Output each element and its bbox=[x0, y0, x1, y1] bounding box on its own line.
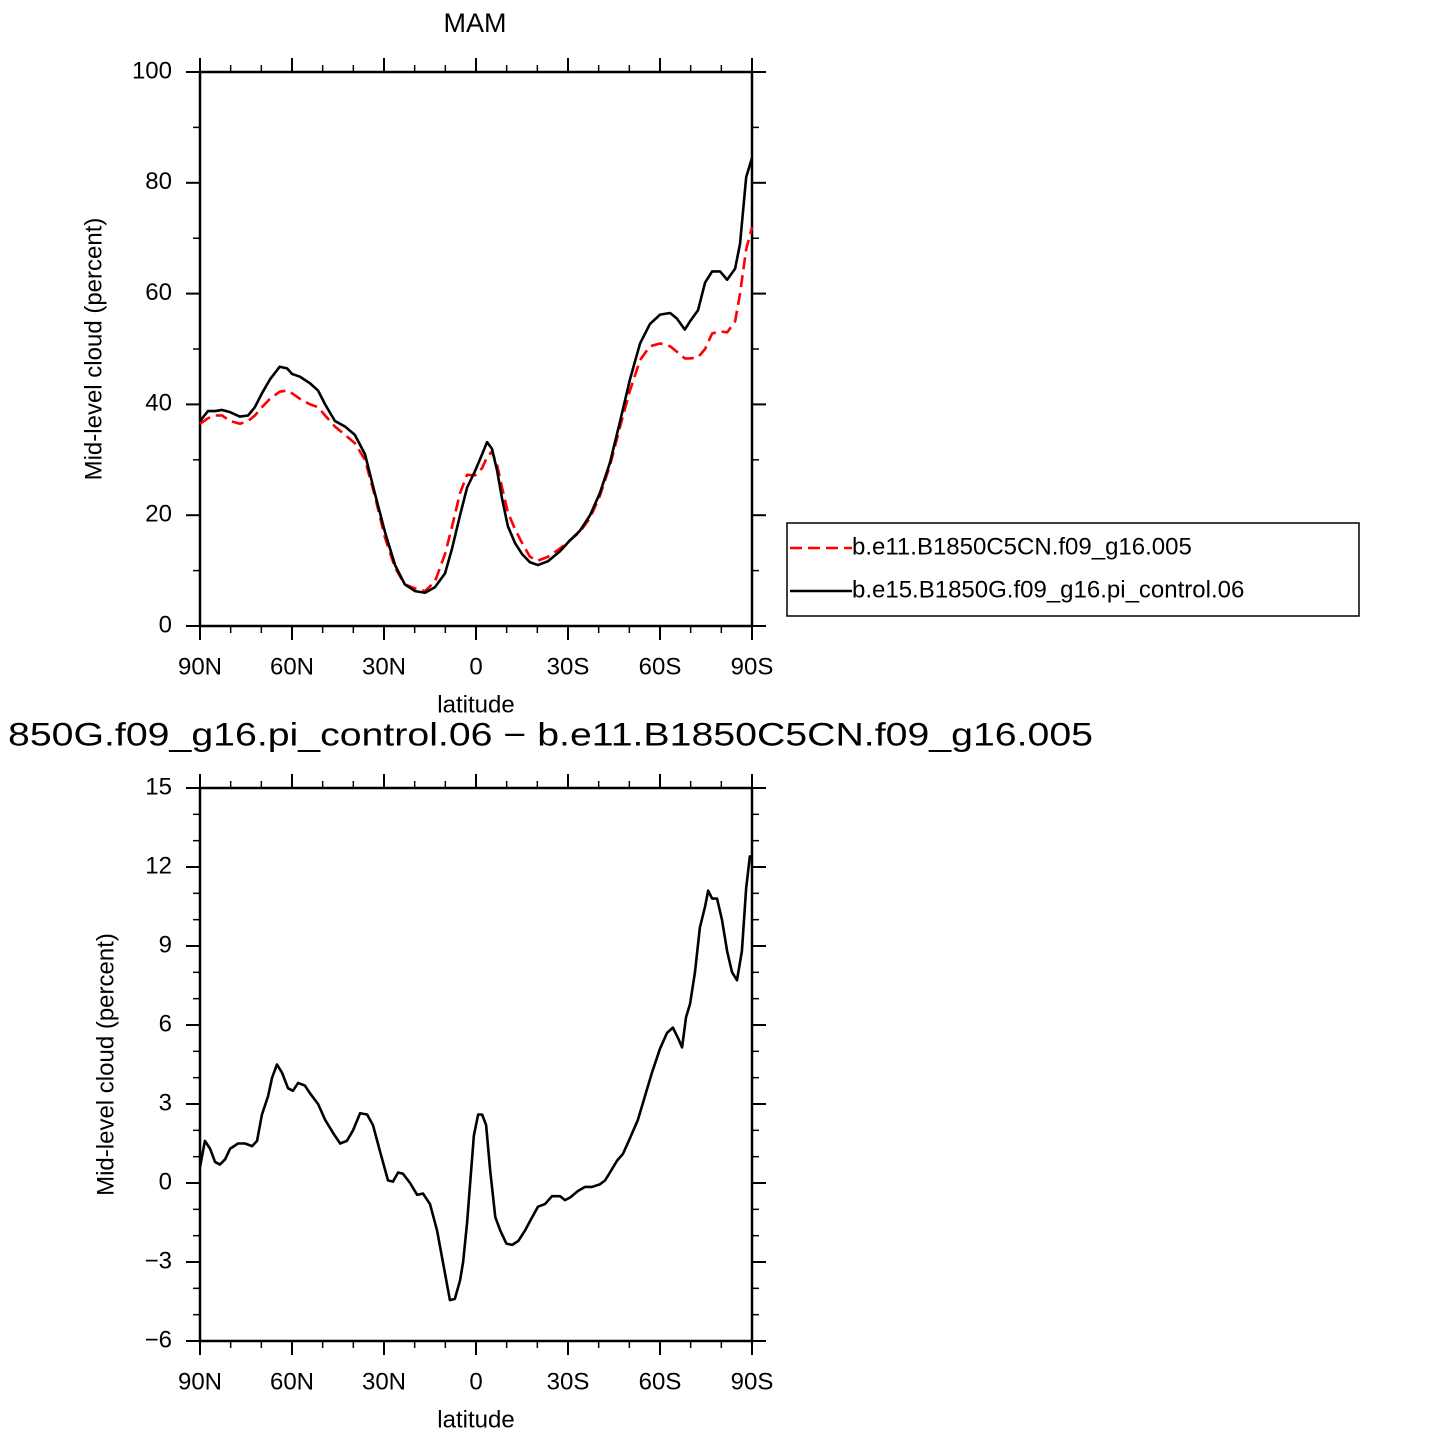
data-line bbox=[198, 855, 752, 1302]
x-tick-label: 30N bbox=[362, 1368, 406, 1395]
y-tick-label: 80 bbox=[145, 168, 172, 195]
x-tick-label: 90S bbox=[731, 653, 774, 680]
y-tick-label: 60 bbox=[145, 279, 172, 306]
y-tick-label: 15 bbox=[145, 773, 172, 800]
legend-label: b.e11.B1850C5CN.f09_g16.005 bbox=[852, 533, 1192, 560]
plot-frame bbox=[198, 786, 754, 1343]
x-tick-label: 30S bbox=[547, 1368, 590, 1395]
chart-title: MAM bbox=[444, 8, 507, 38]
x-tick-label: 0 bbox=[469, 1368, 482, 1395]
x-tick-label: 60S bbox=[639, 653, 682, 680]
x-tick-label: 30S bbox=[547, 653, 590, 680]
y-tick-label: −3 bbox=[145, 1247, 172, 1274]
legend-label: b.e15.B1850G.f09_g16.pi_control.06 bbox=[852, 576, 1244, 603]
y-tick-label: 100 bbox=[132, 57, 172, 84]
x-tick-label: 0 bbox=[469, 653, 482, 680]
data-line bbox=[199, 226, 754, 593]
y-tick-label: 20 bbox=[145, 501, 172, 528]
y-tick-label: 0 bbox=[159, 611, 172, 638]
x-tick-label: 90S bbox=[731, 1368, 774, 1395]
x-tick-label: 90N bbox=[178, 653, 222, 680]
x-tick-label: 30N bbox=[362, 653, 406, 680]
x-axis-label: latitude bbox=[437, 1406, 514, 1433]
x-tick-label: 90N bbox=[178, 1368, 222, 1395]
y-axis-label: Mid-level cloud (percent) bbox=[92, 933, 119, 1196]
data-line bbox=[198, 157, 754, 595]
y-tick-label: 40 bbox=[145, 390, 172, 417]
chart-title: 850G.f09_g16.pi_control.06 − b.e11.B1850… bbox=[8, 716, 1093, 752]
plot-frame bbox=[198, 70, 754, 628]
y-tick-label: 6 bbox=[159, 1010, 172, 1037]
x-tick-label: 60N bbox=[270, 653, 314, 680]
y-tick-label: 3 bbox=[159, 1089, 172, 1116]
legend-box bbox=[786, 522, 1360, 617]
x-tick-label: 60N bbox=[270, 1368, 314, 1395]
y-tick-label: 12 bbox=[145, 852, 172, 879]
x-axis-label: latitude bbox=[437, 691, 514, 718]
x-tick-label: 60S bbox=[639, 1368, 682, 1395]
y-tick-label: −6 bbox=[145, 1326, 172, 1353]
y-axis-label: Mid-level cloud (percent) bbox=[80, 218, 107, 481]
y-tick-label: 0 bbox=[159, 1168, 172, 1195]
y-tick-label: 9 bbox=[159, 931, 172, 958]
